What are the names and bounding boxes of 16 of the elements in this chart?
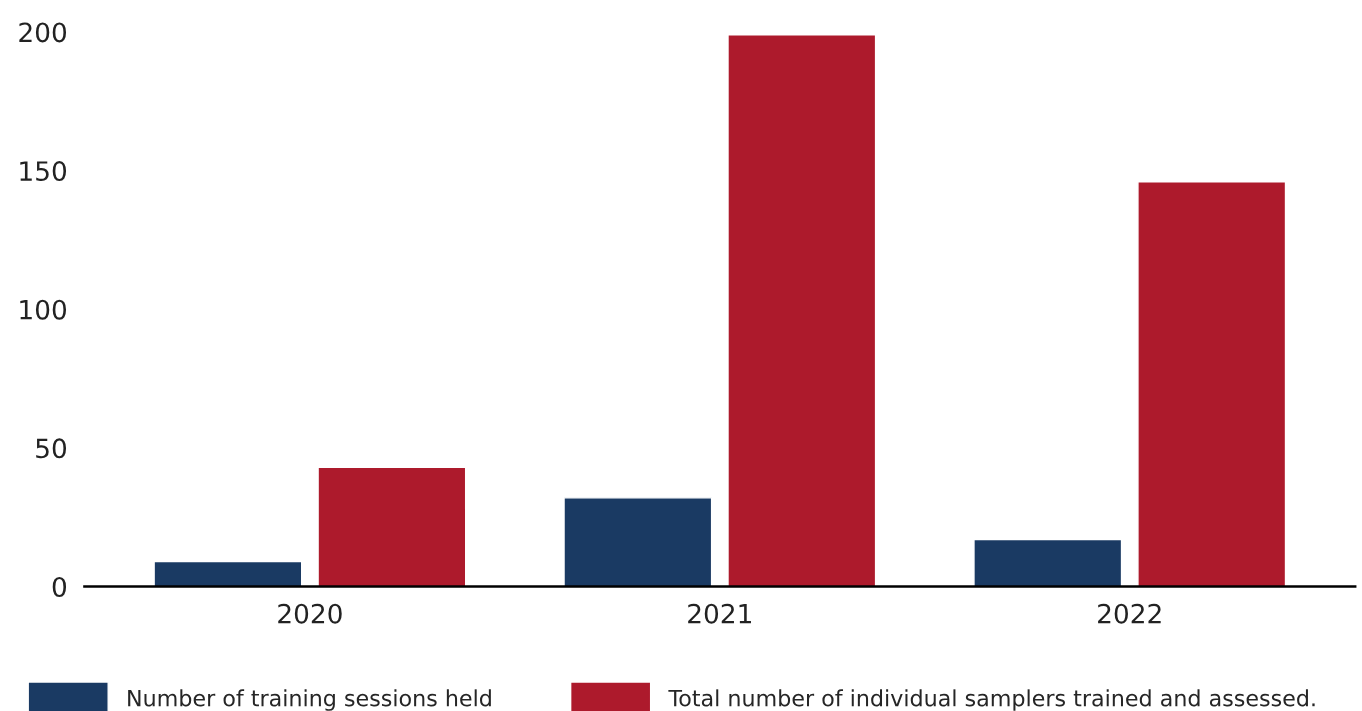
bar [973, 538, 1123, 587]
bar [563, 497, 713, 587]
y-tick-label: 50 [36, 438, 67, 459]
bar [317, 466, 467, 587]
y-tick-label: 100 [20, 299, 67, 320]
x-tick-label: 2021 [688, 603, 751, 624]
bar [1137, 181, 1287, 587]
y-tick-label: 200 [19, 22, 67, 43]
y-tick-label: 150 [20, 161, 67, 182]
legend-label: Number of training sessions held [128, 689, 491, 711]
x-tick-label: 2020 [278, 603, 342, 624]
bar [727, 34, 877, 587]
legend-label: Total number of individual samplers trained and assessed. [668, 689, 1315, 711]
x-tick-label: 2022 [1098, 603, 1161, 624]
bar [153, 560, 303, 587]
y-tick-label: 0 [52, 577, 67, 597]
